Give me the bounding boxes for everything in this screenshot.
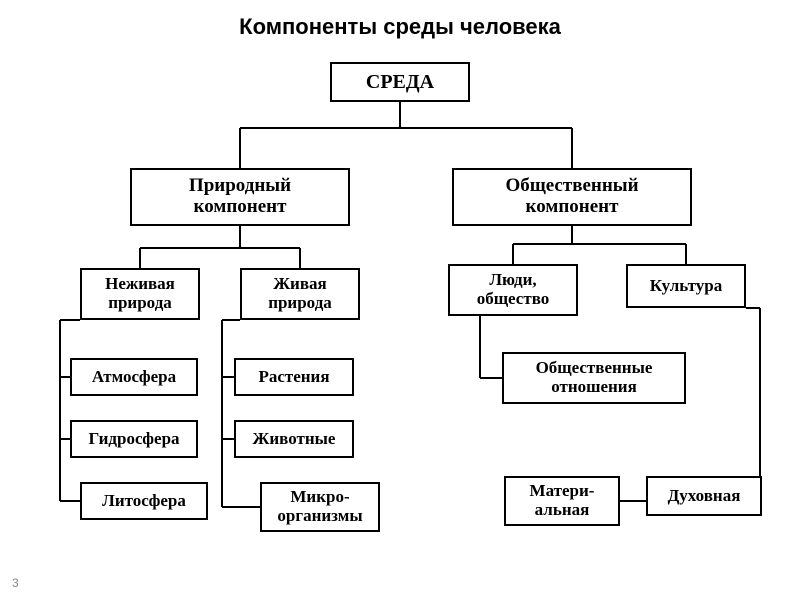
node-label: Люди, общество — [477, 271, 550, 308]
node-people: Люди, общество — [448, 264, 578, 316]
node-label: Микро- организмы — [277, 488, 362, 525]
node-animals: Животные — [234, 420, 354, 458]
hierarchy-diagram: Компоненты среды человека 3 СРЕДА Природн… — [0, 0, 800, 600]
node-natural: Природный компонент — [130, 168, 350, 226]
page-number: 3 — [12, 576, 19, 590]
node-plants: Растения — [234, 358, 354, 396]
node-label: Культура — [650, 277, 722, 296]
node-label: Природный компонент — [189, 176, 291, 218]
node-label: Литосфера — [102, 492, 186, 511]
node-label: СРЕДА — [366, 71, 434, 93]
node-label: Духовная — [668, 487, 741, 506]
node-label: Общественные отношения — [536, 359, 653, 396]
node-social: Общественный компонент — [452, 168, 692, 226]
node-spiritual: Духовная — [646, 476, 762, 516]
node-label: Живая природа — [268, 275, 332, 312]
node-label: Животные — [253, 430, 336, 449]
node-material: Матери- альная — [504, 476, 620, 526]
node-label: Гидросфера — [88, 430, 179, 449]
node-label: Общественный компонент — [505, 176, 638, 218]
node-nonliving: Неживая природа — [80, 268, 200, 320]
node-label: Растения — [258, 368, 329, 387]
node-culture: Культура — [626, 264, 746, 308]
node-label: Неживая природа — [105, 275, 175, 312]
node-living: Живая природа — [240, 268, 360, 320]
node-atmos: Атмосфера — [70, 358, 198, 396]
node-root: СРЕДА — [330, 62, 470, 102]
node-micro: Микро- организмы — [260, 482, 380, 532]
node-relations: Общественные отношения — [502, 352, 686, 404]
node-litho: Литосфера — [80, 482, 208, 520]
node-label: Атмосфера — [92, 368, 176, 387]
node-hydro: Гидросфера — [70, 420, 198, 458]
node-label: Матери- альная — [530, 482, 595, 519]
page-title: Компоненты среды человека — [0, 14, 800, 40]
